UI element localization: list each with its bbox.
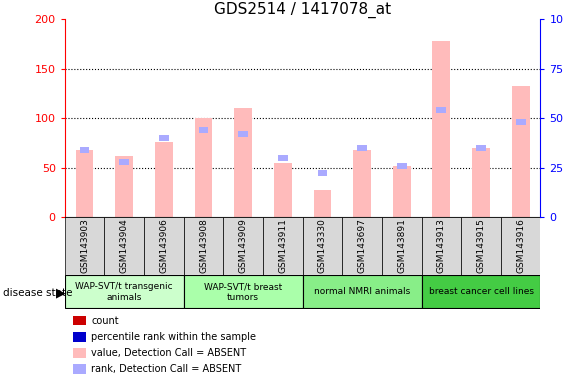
Text: GSM143904: GSM143904 [120, 218, 129, 273]
Bar [342, 217, 382, 275]
Text: GSM143330: GSM143330 [318, 218, 327, 273]
Bar [184, 275, 303, 308]
Bar [155, 142, 173, 217]
Bar [422, 217, 461, 275]
Title: GDS2514 / 1417078_at: GDS2514 / 1417078_at [214, 2, 391, 18]
Text: percentile rank within the sample: percentile rank within the sample [91, 332, 256, 342]
Bar [501, 217, 540, 275]
Text: WAP-SVT/t transgenic
animals: WAP-SVT/t transgenic animals [75, 282, 173, 301]
Bar [144, 217, 184, 275]
Text: GSM143891: GSM143891 [397, 218, 406, 273]
Bar [303, 275, 422, 308]
Bar [115, 156, 133, 217]
Bar [397, 162, 406, 169]
Bar [436, 107, 446, 113]
Bar [119, 159, 129, 165]
Bar [461, 217, 501, 275]
Bar [274, 162, 292, 217]
Text: GSM143906: GSM143906 [159, 218, 168, 273]
Bar [476, 145, 486, 151]
Text: GSM143913: GSM143913 [437, 218, 446, 273]
Bar [79, 147, 90, 153]
Bar [184, 217, 224, 275]
Text: GSM143903: GSM143903 [80, 218, 89, 273]
Bar [65, 217, 104, 275]
Text: normal NMRI animals: normal NMRI animals [314, 287, 410, 296]
Bar [314, 190, 332, 217]
Bar [422, 275, 540, 308]
Text: breast cancer cell lines: breast cancer cell lines [428, 287, 534, 296]
Text: GSM143911: GSM143911 [278, 218, 287, 273]
Bar [432, 41, 450, 217]
Bar [75, 150, 93, 217]
Text: GSM143915: GSM143915 [476, 218, 485, 273]
Bar [224, 217, 263, 275]
Bar [159, 135, 169, 141]
Text: count: count [91, 316, 119, 326]
Bar [238, 131, 248, 137]
Text: GSM143908: GSM143908 [199, 218, 208, 273]
Bar [199, 127, 208, 133]
Bar [382, 217, 422, 275]
Bar [318, 170, 327, 176]
Bar [104, 217, 144, 275]
Bar [263, 217, 303, 275]
Text: GSM143909: GSM143909 [239, 218, 248, 273]
Text: value, Detection Call = ABSENT: value, Detection Call = ABSENT [91, 348, 247, 358]
Bar [65, 275, 184, 308]
Text: WAP-SVT/t breast
tumors: WAP-SVT/t breast tumors [204, 282, 282, 301]
Bar [472, 148, 490, 217]
Bar [357, 145, 367, 151]
Text: rank, Detection Call = ABSENT: rank, Detection Call = ABSENT [91, 364, 242, 374]
Text: GSM143697: GSM143697 [358, 218, 367, 273]
Bar [278, 155, 288, 161]
Bar [393, 166, 410, 217]
Text: ▶: ▶ [56, 286, 66, 299]
Bar [195, 118, 212, 217]
Bar [353, 150, 371, 217]
Bar [303, 217, 342, 275]
Bar [512, 86, 530, 217]
Text: GSM143916: GSM143916 [516, 218, 525, 273]
Bar [516, 119, 526, 125]
Text: disease state: disease state [3, 288, 72, 298]
Bar [234, 108, 252, 217]
